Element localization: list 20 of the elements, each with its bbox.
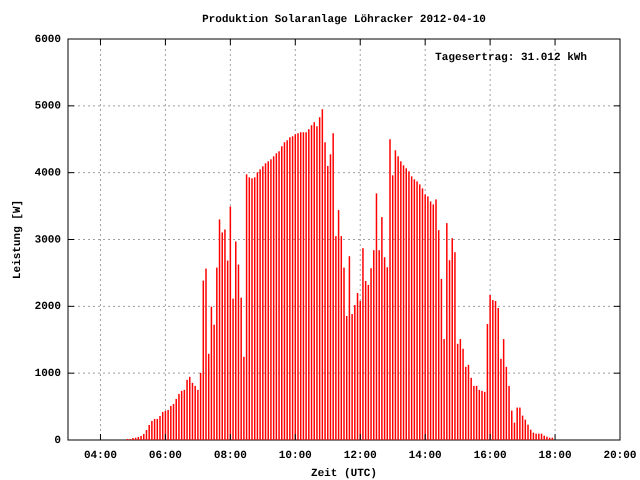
x-tick-label: 04:00 [84, 450, 117, 462]
y-tick-label: 4000 [34, 168, 61, 180]
y-tick-label: 3000 [34, 234, 61, 246]
x-tick-label: 20:00 [603, 450, 637, 462]
y-tick-label: 1000 [34, 368, 61, 380]
x-tick-label: 08:00 [214, 450, 247, 462]
x-tick-label: 12:00 [344, 450, 377, 462]
x-tick-label: 16:00 [474, 450, 507, 462]
x-tick-label: 14:00 [408, 450, 442, 462]
y-axis-title: Leistung [W] [12, 200, 24, 280]
annotation: Tagesertrag: 31.012 kWh [435, 52, 587, 64]
y-tick-label: 5000 [34, 100, 61, 113]
y-tick-label: 0 [54, 434, 61, 447]
chart-title: Produktion Solaranlage Löhracker 2012-04-10 [202, 14, 486, 26]
y-tick-label: 6000 [34, 34, 61, 46]
x-tick-label: 10:00 [278, 450, 312, 462]
x-tick-label: 06:00 [148, 450, 182, 462]
y-tick-label: 2000 [34, 301, 61, 314]
x-tick-label: 18:00 [538, 450, 572, 462]
x-axis-title: Zeit (UTC) [310, 468, 378, 480]
